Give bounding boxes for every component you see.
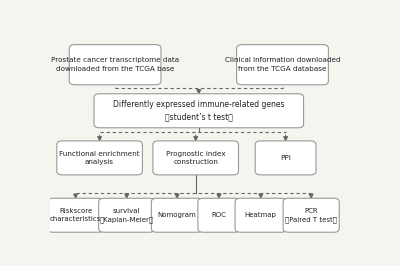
Text: Functional enrichment
analysis: Functional enrichment analysis <box>59 151 140 165</box>
FancyBboxPatch shape <box>57 141 142 175</box>
Text: ROC: ROC <box>212 212 226 218</box>
Text: Differently expressed immune-related genes
（student’s t test）: Differently expressed immune-related gen… <box>113 100 284 122</box>
FancyBboxPatch shape <box>198 198 240 232</box>
Text: Riskscore
characteristics: Riskscore characteristics <box>50 208 101 222</box>
FancyBboxPatch shape <box>235 198 286 232</box>
Text: Clinical information downloaded
from the TCGA database: Clinical information downloaded from the… <box>225 57 340 72</box>
FancyBboxPatch shape <box>69 45 161 85</box>
FancyBboxPatch shape <box>99 198 155 232</box>
Text: PPI: PPI <box>280 155 291 161</box>
FancyBboxPatch shape <box>255 141 316 175</box>
Text: survival
（Kaplan-Meier）: survival （Kaplan-Meier） <box>100 208 154 223</box>
FancyBboxPatch shape <box>94 94 304 128</box>
FancyBboxPatch shape <box>237 45 328 85</box>
FancyBboxPatch shape <box>48 198 104 232</box>
Text: Prognostic index
construction: Prognostic index construction <box>166 151 226 165</box>
Text: Prostate cancer transcriptome data
downloaded from the TCGA base: Prostate cancer transcriptome data downl… <box>51 57 179 72</box>
FancyBboxPatch shape <box>153 141 238 175</box>
Text: Heatmap: Heatmap <box>245 212 277 218</box>
FancyBboxPatch shape <box>151 198 203 232</box>
Text: Nomogram: Nomogram <box>158 212 196 218</box>
Text: PCR
（Paired T test）: PCR （Paired T test） <box>285 208 337 223</box>
FancyBboxPatch shape <box>283 198 339 232</box>
